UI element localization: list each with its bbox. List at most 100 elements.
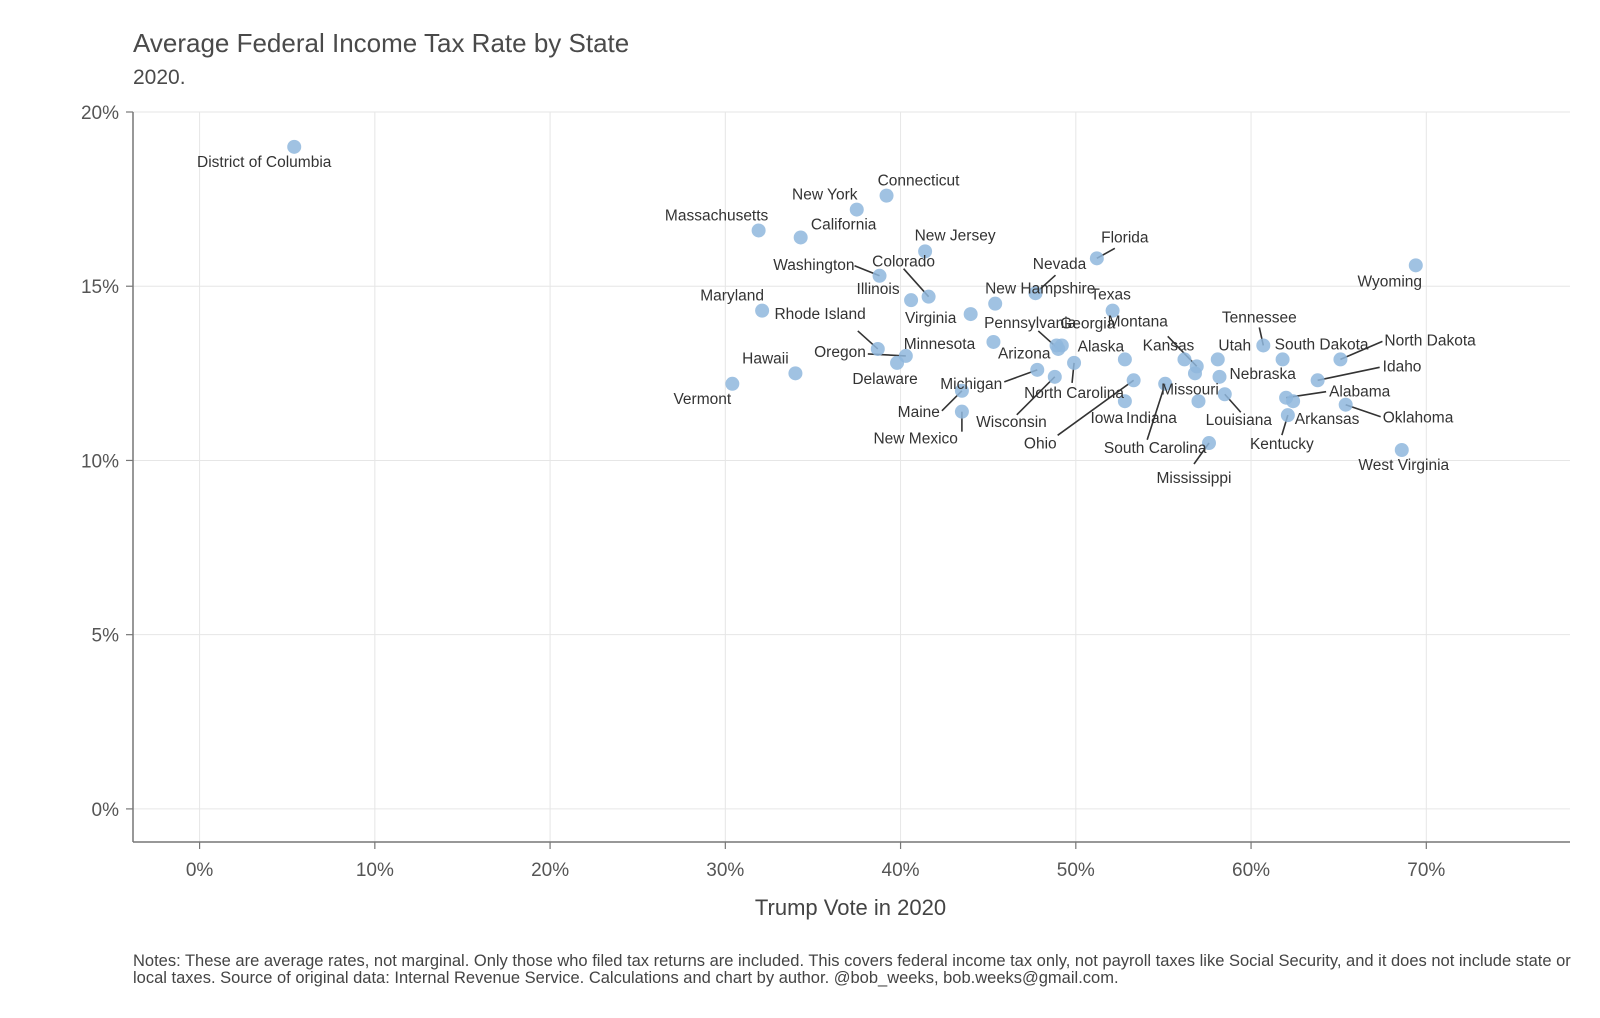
data-point: [898, 348, 913, 363]
data-point: [1286, 394, 1301, 409]
point-label: Utah: [1218, 337, 1251, 354]
point-label: Tennessee: [1222, 309, 1297, 326]
point-label: Virginia: [905, 310, 957, 327]
x-tick-label: 60%: [1232, 860, 1270, 881]
point-label: Indiana: [1126, 410, 1177, 427]
leader-line: [1016, 376, 1056, 416]
leader-line: [1317, 366, 1380, 382]
data-point: [1117, 352, 1132, 367]
point-label: Mississippi: [1157, 470, 1232, 487]
point-label: New York: [792, 187, 858, 204]
x-tick-label: 20%: [531, 860, 569, 881]
point-label: Wyoming: [1358, 273, 1422, 290]
y-tick-label: 15%: [81, 277, 119, 298]
data-point: [1028, 286, 1043, 301]
point-label: Wisconsin: [976, 414, 1047, 431]
data-point: [793, 230, 808, 245]
point-label: Illinois: [857, 281, 900, 298]
point-label: Nevada: [1033, 256, 1087, 273]
point-label: Florida: [1101, 229, 1149, 246]
data-point: [1212, 369, 1227, 384]
data-point: [1054, 338, 1069, 353]
data-point: [1126, 373, 1141, 388]
data-point: [1189, 359, 1204, 374]
leader-line: [1340, 340, 1383, 361]
point-label: Georgia: [1060, 315, 1116, 332]
y-tick-label: 20%: [81, 103, 119, 124]
point-label: West Virginia: [1358, 457, 1449, 474]
point-label: Oregon: [814, 344, 866, 361]
point-label: South Carolina: [1104, 440, 1207, 457]
data-point: [1408, 258, 1423, 273]
point-label: Hawaii: [742, 350, 789, 367]
point-label: Kentucky: [1250, 436, 1314, 453]
point-label: North Dakota: [1384, 332, 1476, 349]
leader-line: [1057, 379, 1135, 436]
data-points: [287, 139, 1423, 457]
chart-subtitle: 2020.: [133, 66, 186, 89]
data-point: [755, 303, 770, 318]
data-point: [1256, 338, 1271, 353]
data-point: [986, 334, 1001, 349]
data-point: [1217, 387, 1232, 402]
point-labels: District of Columbia Vermont Massachusetts…: [197, 154, 1476, 487]
point-label: Maine: [898, 404, 940, 421]
x-tick-label: 70%: [1407, 860, 1445, 881]
point-label: California: [811, 216, 877, 233]
point-label: North Carolina: [1024, 385, 1124, 402]
data-point: [904, 293, 919, 308]
point-label: Ohio: [1024, 435, 1057, 452]
x-tick-label: 0%: [186, 860, 214, 881]
data-point: [1201, 436, 1216, 451]
data-point: [751, 223, 766, 238]
y-tick-label: 5%: [92, 626, 120, 647]
x-tick-label: 10%: [356, 860, 394, 881]
point-label: Massachusetts: [665, 207, 769, 224]
data-point: [725, 376, 740, 391]
point-label: Colorado: [872, 254, 935, 271]
data-point: [988, 296, 1003, 311]
data-point: [849, 202, 864, 217]
point-label: South Dakota: [1275, 336, 1369, 353]
data-point: [1158, 376, 1173, 391]
x-tick-label: 40%: [882, 860, 920, 881]
data-point: [921, 289, 936, 304]
chart-title: Average Federal Income Tax Rate by State: [133, 28, 630, 58]
data-point: [872, 268, 887, 283]
point-label: Minnesota: [904, 336, 976, 353]
point-label: Washington: [773, 257, 854, 274]
point-label: Arizona: [998, 345, 1051, 362]
axes: 0% 10% 20% 30% 40% 50% 60% 70% 0% 5% 10% 15% 20% Trum…: [81, 103, 1570, 920]
data-point: [287, 139, 302, 154]
data-point: [870, 341, 885, 356]
data-point: [879, 188, 894, 203]
point-label: New Mexico: [873, 431, 957, 448]
x-tick-label: 30%: [706, 860, 744, 881]
data-point: [1394, 442, 1409, 457]
y-tick-label: 0%: [92, 800, 120, 821]
point-label: New Hampshire: [985, 281, 1095, 298]
point-label: Nebraska: [1230, 366, 1297, 383]
data-point: [963, 307, 978, 322]
data-point: [954, 383, 969, 398]
point-label: Missouri: [1161, 381, 1219, 398]
data-point: [918, 244, 933, 259]
point-label: Alabama: [1329, 384, 1391, 401]
data-point: [954, 404, 969, 419]
data-point: [1333, 352, 1348, 367]
data-point: [1030, 362, 1045, 377]
point-label: Oklahoma: [1383, 410, 1454, 427]
data-point: [1089, 251, 1104, 266]
point-label: Pennsylvania: [984, 315, 1077, 332]
point-label: Texas: [1090, 287, 1131, 304]
data-point: [1310, 373, 1325, 388]
point-label: District of Columbia: [197, 154, 332, 171]
point-label: Kansas: [1143, 337, 1195, 354]
data-point: [1067, 355, 1082, 370]
point-label: Connecticut: [878, 173, 961, 190]
point-label: Vermont: [673, 391, 731, 408]
data-point: [1047, 369, 1062, 384]
data-point: [1210, 352, 1225, 367]
point-label: Arkansas: [1295, 411, 1360, 428]
